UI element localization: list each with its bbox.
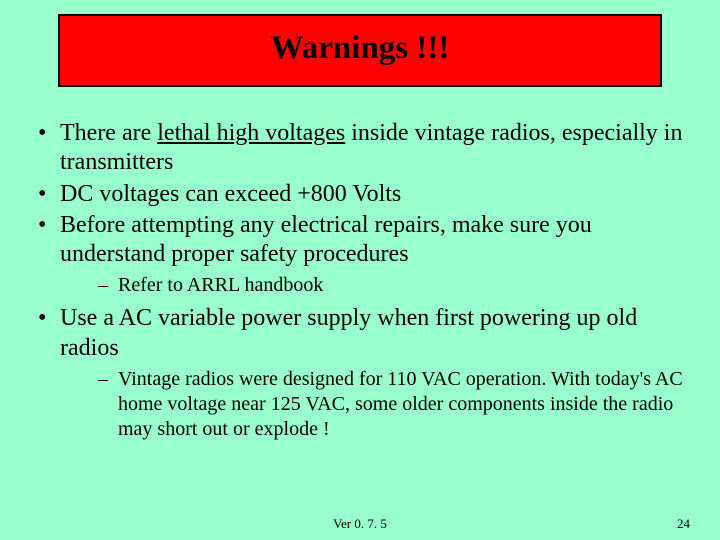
list-item: Use a AC variable power supply when firs… bbox=[34, 304, 690, 442]
list-item: DC voltages can exceed +800 Volts bbox=[34, 180, 690, 209]
bullet-text: DC voltages can exceed +800 Volts bbox=[60, 181, 401, 207]
sub-bullet-list: Vintage radios were designed for 110 VAC… bbox=[98, 367, 690, 442]
footer-version: Ver 0. 7. 5 bbox=[0, 516, 720, 532]
title-banner: Warnings !!! bbox=[58, 14, 662, 87]
bullet-text-emphasis: lethal high voltages bbox=[157, 120, 345, 146]
list-item: Before attempting any electrical repairs… bbox=[34, 211, 690, 299]
page-number: 24 bbox=[677, 516, 690, 532]
list-item: Refer to ARRL handbook bbox=[98, 273, 690, 298]
slide-title: Warnings !!! bbox=[70, 30, 650, 67]
bullet-list: There are lethal high voltages inside vi… bbox=[34, 119, 690, 442]
sub-bullet-text: Vintage radios were designed for 110 VAC… bbox=[118, 368, 683, 440]
bullet-text: Use a AC variable power supply when firs… bbox=[60, 305, 637, 360]
list-item: There are lethal high voltages inside vi… bbox=[34, 119, 690, 178]
bullet-text: Before attempting any electrical repairs… bbox=[60, 212, 592, 267]
sub-bullet-text: Refer to ARRL handbook bbox=[118, 274, 323, 296]
sub-bullet-list: Refer to ARRL handbook bbox=[98, 273, 690, 298]
list-item: Vintage radios were designed for 110 VAC… bbox=[98, 367, 690, 442]
bullet-text-pre: There are bbox=[60, 120, 157, 146]
slide: Warnings !!! There are lethal high volta… bbox=[0, 0, 720, 540]
